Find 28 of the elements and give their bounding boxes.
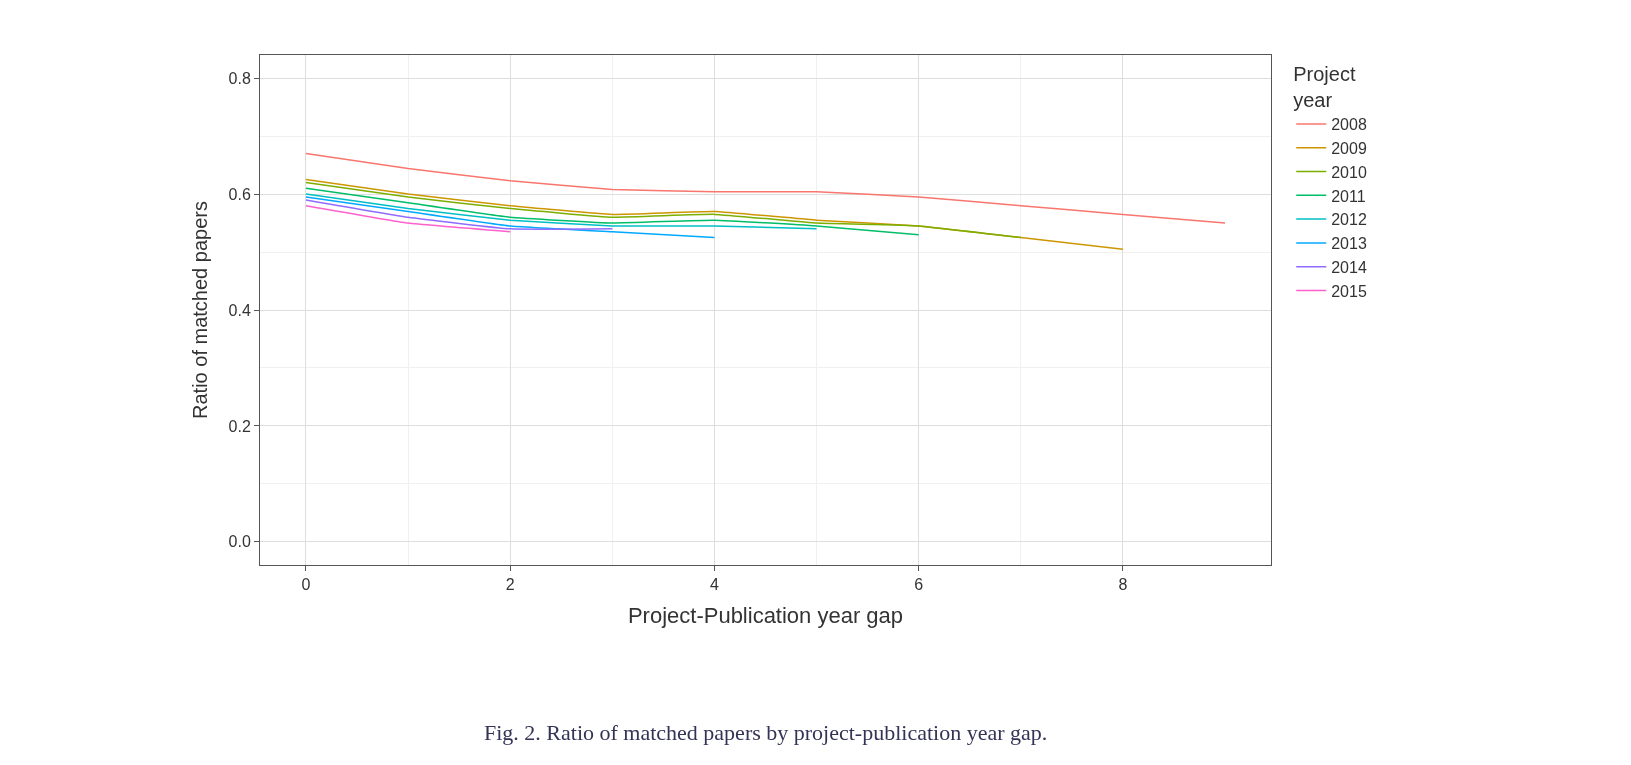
x-tick-label: 4: [709, 576, 719, 594]
line-series: [305, 178, 1124, 250]
legend-label: 2008: [1331, 116, 1367, 134]
line-series: [305, 196, 716, 239]
legend-label: 2011: [1331, 187, 1366, 205]
x-tick-label: 2: [505, 576, 515, 594]
x-axis-title: Project-Publication year gap: [627, 603, 904, 629]
x-tick-label: 8: [1118, 576, 1128, 594]
x-tick-label: 6: [914, 576, 924, 594]
legend-label: 2010: [1331, 163, 1367, 181]
y-tick-label: 0.8: [228, 69, 251, 87]
y-tick-label: 0.6: [228, 185, 251, 203]
y-axis-title: Ratio of matched papers: [189, 201, 212, 419]
x-tick-label: 0: [301, 576, 311, 594]
line-series: [305, 181, 1022, 239]
legend-title: Project year: [1293, 63, 1356, 111]
y-tick-label: 0.0: [228, 533, 251, 551]
y-tick-label: 0.2: [228, 417, 251, 435]
y-tick-label: 0.4: [228, 301, 251, 319]
legend-label: 2015: [1331, 282, 1367, 300]
line-series: [305, 152, 1226, 224]
legend-label: 2012: [1331, 211, 1367, 229]
caption: Fig. 2. Ratio of matched papers by project-publication year gap.: [484, 720, 1048, 745]
legend-label: 2013: [1331, 235, 1367, 253]
line-series: [305, 187, 920, 236]
legend-label: 2014: [1331, 258, 1367, 276]
line-series: [305, 193, 818, 230]
legend-label: 2009: [1331, 139, 1367, 157]
